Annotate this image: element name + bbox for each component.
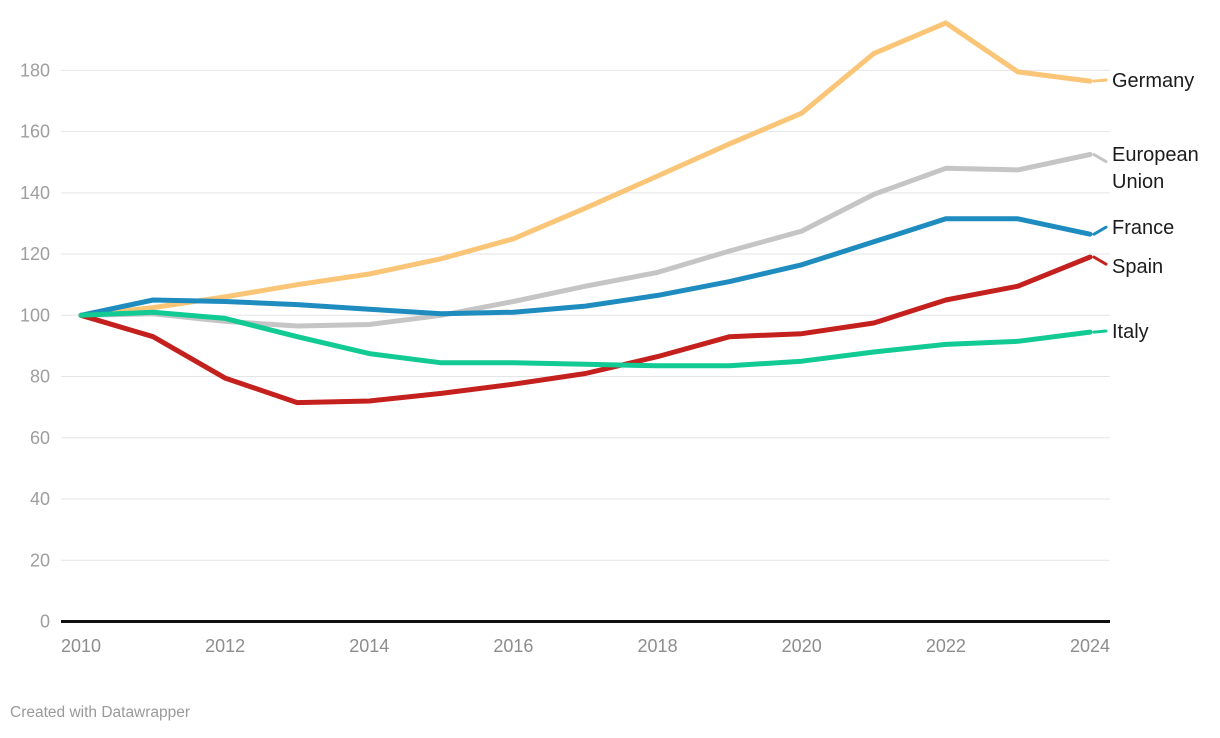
y-tick-label-180: 180	[20, 60, 50, 80]
x-tick-label-2024: 2024	[1070, 636, 1110, 656]
series-label-france: France	[1112, 217, 1174, 239]
y-tick-label-160: 160	[20, 122, 50, 142]
gridlines: 0 20 40 60 80 100 120 140 160 180	[20, 60, 1110, 632]
series-label-spain: Spain	[1112, 256, 1163, 278]
x-tick-label-2018: 2018	[638, 636, 678, 656]
y-tick-label-60: 60	[30, 428, 50, 448]
series-line-spain[interactable]	[78, 254, 1093, 406]
series-lines	[78, 20, 1093, 406]
x-tick-label-2016: 2016	[493, 636, 533, 656]
series-line-italy[interactable]	[78, 309, 1093, 369]
label-connector-spain	[1092, 255, 1108, 266]
x-tick-label-2012: 2012	[205, 636, 245, 656]
y-tick-label-120: 120	[20, 244, 50, 264]
label-connector-italy	[1092, 329, 1108, 334]
x-tick-label-2014: 2014	[349, 636, 389, 656]
x-tick-label-2020: 2020	[782, 636, 822, 656]
label-connector-germany	[1092, 78, 1108, 83]
y-tick-label-100: 100	[20, 305, 50, 325]
x-tick-label-2022: 2022	[926, 636, 966, 656]
series-label-italy: Italy	[1112, 321, 1149, 343]
x-tick-label-2010: 2010	[61, 636, 101, 656]
y-tick-label-0: 0	[40, 612, 50, 632]
label-connector-france	[1092, 225, 1108, 236]
y-tick-label-80: 80	[30, 367, 50, 387]
x-axis-labels: 2010 2012 2014 2016 2018 2020 2022 2024	[61, 636, 1110, 656]
series-line-germany[interactable]	[78, 20, 1093, 318]
series-label-european-union: European Union	[1112, 144, 1199, 193]
y-tick-label-140: 140	[20, 183, 50, 203]
label-connector-european-union	[1092, 153, 1108, 164]
series-line-france[interactable]	[78, 216, 1093, 318]
datawrapper-credit: Created with Datawrapper	[10, 704, 191, 721]
series-labels: Germany European Union France Spain Italy	[1092, 70, 1199, 343]
series-label-germany: Germany	[1112, 70, 1194, 92]
y-tick-label-20: 20	[30, 550, 50, 570]
y-tick-label-40: 40	[30, 489, 50, 509]
